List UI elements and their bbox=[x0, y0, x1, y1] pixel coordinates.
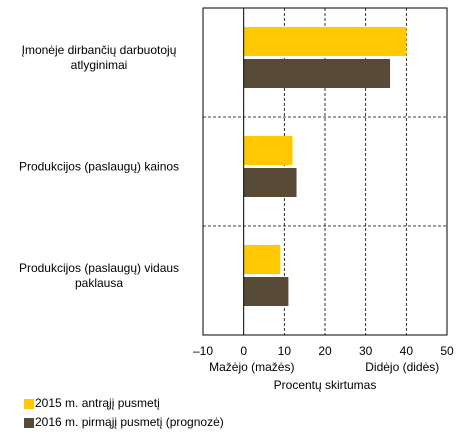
bar bbox=[243, 277, 289, 306]
x-tick-label: 40 bbox=[400, 344, 414, 358]
legend-swatch bbox=[24, 418, 34, 428]
legend-label: 2015 m. antrąjį pusmetį bbox=[35, 396, 160, 410]
legend-label: 2016 m. pirmąjį pusmetį (prognozė) bbox=[35, 415, 224, 429]
bar bbox=[243, 168, 297, 197]
annotation: Didėjo (didės) bbox=[365, 360, 439, 374]
x-tick-label: –10 bbox=[193, 344, 213, 358]
x-axis-label: Procentų skirtumas bbox=[274, 378, 377, 392]
x-tick-label: 30 bbox=[359, 344, 373, 358]
annotation: Mažėjo (mažės) bbox=[209, 360, 294, 374]
legend-swatch bbox=[24, 399, 34, 409]
bar bbox=[243, 245, 281, 274]
bar bbox=[243, 136, 293, 165]
x-tick-label: 10 bbox=[278, 344, 292, 358]
bar bbox=[243, 27, 407, 56]
x-tick-label: 20 bbox=[318, 344, 332, 358]
plot-frame bbox=[202, 7, 448, 336]
category-label: Įmonėje dirbančių darbuotojų atlyginimai bbox=[21, 42, 177, 72]
category-label: Produkcijos (paslaugų) vidaus paklausa bbox=[18, 260, 180, 290]
category-label: Produkcijos (paslaugų) kainos bbox=[18, 159, 180, 173]
x-tick-label: 0 bbox=[240, 344, 247, 358]
x-tick-label: 50 bbox=[440, 344, 454, 358]
bar bbox=[243, 59, 391, 88]
